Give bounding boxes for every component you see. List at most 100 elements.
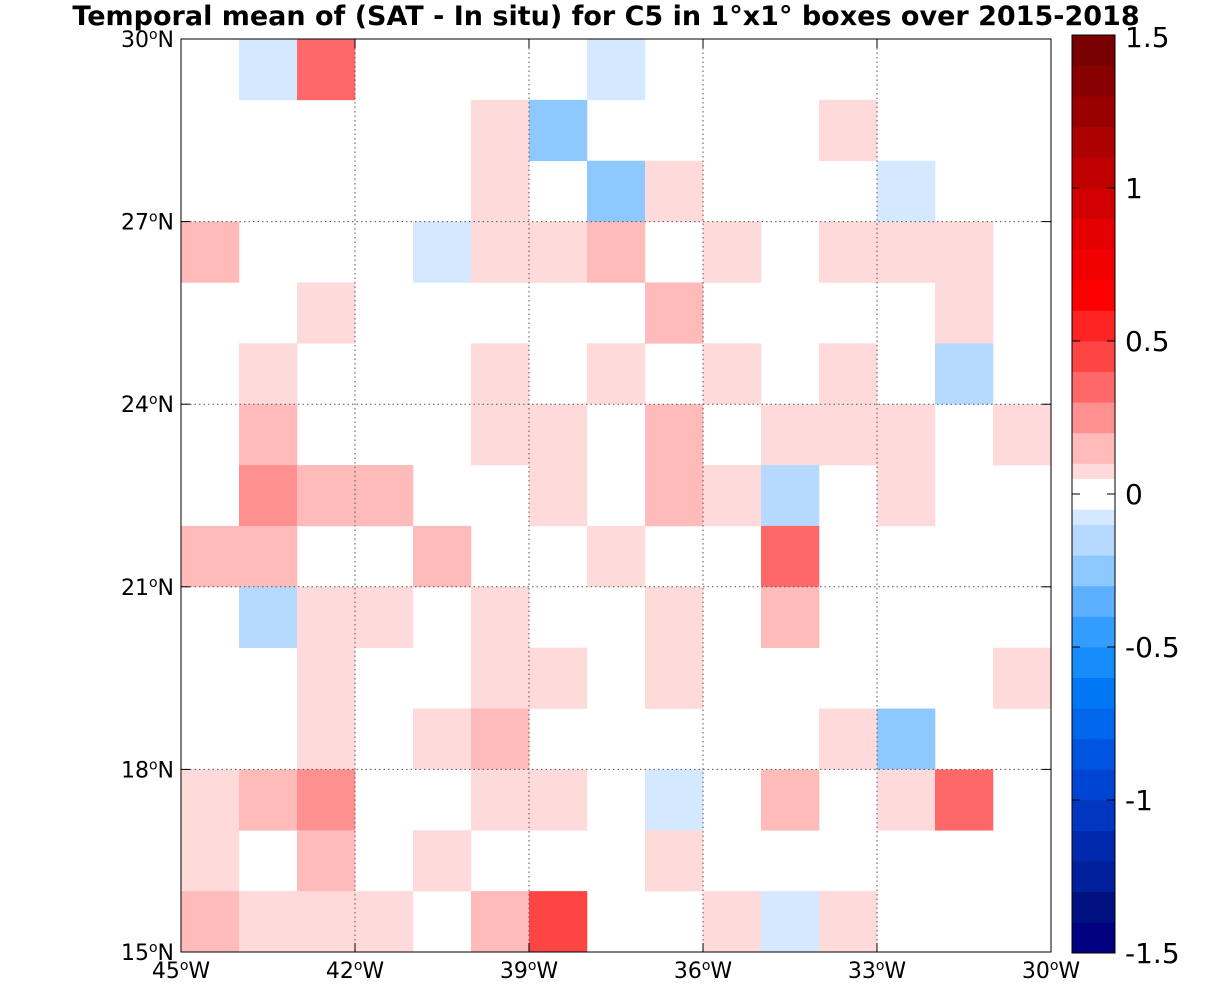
colorbar-band [1072, 310, 1115, 342]
heatmap-cell [587, 343, 646, 405]
heatmap-cell [413, 708, 472, 770]
heatmap-cell [819, 404, 878, 466]
y-tick-label: 24oN [121, 392, 174, 418]
heatmap-cell [703, 221, 762, 283]
heatmap-cell [297, 39, 356, 101]
heatmap-cell [181, 525, 240, 588]
heatmap-cell [471, 221, 530, 283]
colorbar-band [1072, 341, 1115, 372]
colorbar-tick-label: -1.5 [1125, 937, 1180, 970]
heatmap-cell [761, 465, 820, 527]
x-tick-label: 42oW [326, 958, 385, 984]
colorbar-band [1072, 371, 1115, 403]
heatmap-cell [587, 160, 646, 222]
axis-ticks [180, 38, 1052, 953]
colorbar-band [1072, 157, 1115, 189]
heatmap-cell [645, 830, 704, 892]
heatmap-cell [471, 343, 530, 405]
colorbar-band [1072, 35, 1115, 66]
colorbar-band [1072, 509, 1115, 525]
heatmap-cell [471, 99, 530, 162]
colorbar-band [1072, 65, 1115, 97]
heatmap-cell [761, 769, 820, 831]
heatmap-cell [239, 891, 298, 953]
colorbar-band [1072, 585, 1115, 617]
colorbar-band [1072, 432, 1115, 464]
heatmap-cell [761, 891, 820, 953]
y-tick-label: 27oN [121, 210, 174, 236]
colorbar-band [1072, 463, 1115, 480]
heatmap-cell [297, 647, 356, 709]
heatmap-cell [181, 769, 240, 831]
heatmap-cell [993, 647, 1052, 709]
colorbar-band [1072, 830, 1115, 862]
heatmap-cell [529, 891, 588, 953]
colorbar-band [1072, 126, 1115, 158]
heatmap-cell [413, 525, 472, 588]
heatmap-cell [819, 891, 878, 953]
heatmap-cell [587, 525, 646, 588]
colorbar-tick-label: 0.5 [1125, 325, 1170, 358]
heatmap-cell [355, 586, 414, 648]
heatmap-cell [297, 282, 356, 344]
heatmap-cell [471, 404, 530, 466]
colorbar-band [1072, 96, 1115, 128]
heatmap-cell [645, 586, 704, 648]
heatmap-cell [587, 39, 646, 101]
heatmap-cell [819, 99, 878, 162]
colorbar-band [1072, 738, 1115, 770]
heatmap-cell [645, 769, 704, 831]
colorbar-band [1072, 524, 1115, 556]
heatmap-cell [761, 404, 820, 466]
heatmap-cell [181, 830, 240, 892]
plot-frame [180, 38, 1052, 953]
heatmap-cell [413, 221, 472, 283]
colorbar-band [1072, 708, 1115, 740]
colorbar-band [1072, 861, 1115, 893]
heatmap-cell [355, 891, 414, 953]
y-tick-label: 30oN [121, 27, 174, 53]
colorbar-band [1072, 891, 1115, 923]
heatmap-cell [239, 343, 298, 405]
heatmap-cell [935, 282, 994, 344]
colorbar: -1.5 -1 -0.5 0 0.5 1 1.5 [1071, 21, 1180, 970]
x-tick-label: 39oW [500, 958, 559, 984]
colorbar-band [1072, 402, 1115, 434]
heatmap-cell [935, 769, 994, 831]
colorbar-band [1072, 647, 1115, 678]
heatmap-cell [819, 708, 878, 770]
heatmap-cell [645, 160, 704, 222]
chart-title: Temporal mean of (SAT - In situ) for C5 … [72, 1, 1139, 32]
heatmap-cell [819, 343, 878, 405]
heatmap-cell [413, 830, 472, 892]
heatmap-cell [529, 99, 588, 162]
heatmap-cell [529, 404, 588, 466]
heatmap-cell [645, 465, 704, 527]
y-tick-label: 15oN [121, 940, 174, 966]
heatmap-cell [471, 891, 530, 953]
heatmap-cell [645, 404, 704, 466]
colorbar-band [1072, 677, 1115, 709]
heatmap-cell [471, 160, 530, 222]
heatmap-cell [877, 221, 936, 283]
heatmap-cell [471, 586, 530, 648]
heatmap-cells [181, 39, 1052, 953]
heatmap-cell [935, 221, 994, 283]
heatmap-cell [297, 830, 356, 892]
heatmap-cell [877, 708, 936, 770]
colorbar-band [1072, 616, 1115, 648]
heatmap-cell [761, 525, 820, 588]
heatmap-cell [645, 647, 704, 709]
heatmap-cell [239, 525, 298, 588]
y-axis-labels: 15oN 18oN 21oN 24oN 27oN 30oN [121, 27, 174, 966]
heatmap-cell [239, 39, 298, 101]
heatmap-cell [645, 282, 704, 344]
colorbar-band [1072, 249, 1115, 281]
x-tick-label: 45oW [152, 958, 211, 984]
colorbar-tick-label: -1 [1125, 784, 1153, 817]
y-tick-label: 18oN [121, 757, 174, 783]
colorbar-band [1072, 922, 1115, 954]
colorbar-band [1072, 769, 1115, 801]
heatmap-cell [471, 708, 530, 770]
